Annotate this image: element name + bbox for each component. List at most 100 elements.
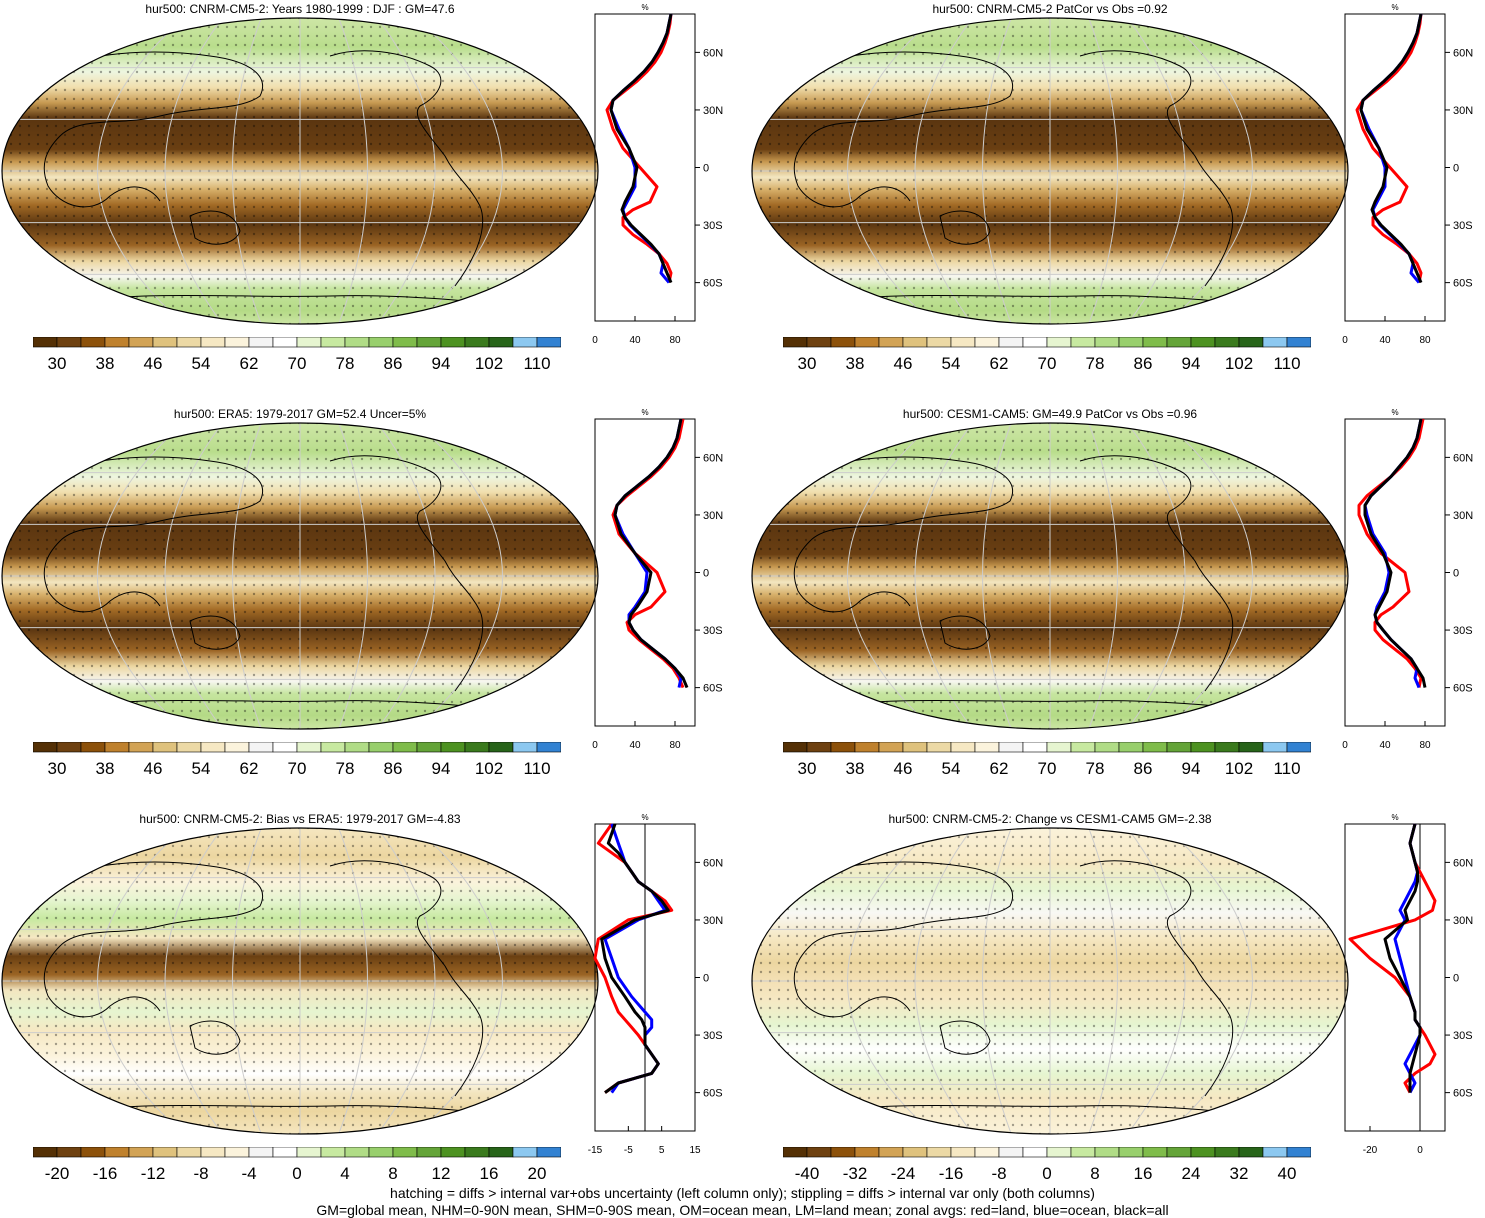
colorbar-label: 54 (942, 759, 961, 778)
panel-change: hur500: CNRM-CM5-2: Change vs CESM1-CAM5… (750, 810, 1485, 1215)
colorbar-swatch (902, 742, 928, 753)
panel-model-patcor: hur500: CNRM-CM5-2 PatCor vs Obs =0.92% 6… (750, 0, 1485, 405)
graticule-meridian (375, 423, 436, 729)
graticule-meridian (1163, 423, 1253, 729)
colorbar-swatch (926, 337, 952, 348)
zonal-xtick-label: 40 (1379, 740, 1391, 751)
colorbar-swatch (80, 337, 106, 348)
colorbar-label: 110 (1273, 354, 1300, 373)
colorbar-swatch (1094, 742, 1120, 753)
zonal-frame (594, 13, 696, 322)
colorbar-swatch (974, 337, 1000, 348)
colorbar-swatch (440, 742, 466, 753)
graticule-meridian (375, 828, 436, 1134)
zonal-ytick-label: 0 (703, 973, 709, 985)
colorbar-swatch (1262, 1147, 1288, 1158)
zonal-series-ocean (603, 823, 667, 1094)
zonal-ytick-label: 30S (703, 220, 723, 232)
colorbar-label: -24 (891, 1164, 916, 1183)
colorbar-swatch (806, 742, 832, 753)
colorbar-swatch (1118, 1147, 1144, 1158)
zonal-unit-label: % (641, 813, 648, 822)
zonal-series-all (613, 418, 689, 689)
colorbar-swatch (1286, 742, 1311, 753)
colorbar-swatch (1166, 742, 1192, 753)
coastline (939, 1020, 991, 1055)
map-field (2, 828, 598, 1134)
graticule-meridian (413, 18, 503, 324)
zonal-ytick-label: 60N (1453, 47, 1473, 59)
colorbar-swatch (440, 1147, 466, 1158)
zonal-xtick-label: 40 (629, 740, 641, 751)
zonal-ytick-label: 60N (703, 857, 723, 869)
colorbar-label: 30 (48, 759, 67, 778)
graticule-meridian (1163, 18, 1253, 324)
graticule-meridian (914, 423, 975, 729)
graticule-meridian (847, 423, 937, 729)
zonal-mean-plot: % 60N 30N 0 30S 60S 0 40 80 (1342, 3, 1473, 346)
colorbar-swatch (1046, 742, 1072, 753)
colorbar-label: 62 (240, 759, 259, 778)
colorbar-swatch (272, 1147, 298, 1158)
colorbar-swatch (1070, 337, 1096, 348)
colorbar-swatch (368, 337, 394, 348)
robinson-map (751, 422, 1349, 730)
colorbar-swatch (1070, 1147, 1096, 1158)
colorbar-swatch (1070, 742, 1096, 753)
colorbar-label: 70 (288, 759, 307, 778)
colorbar-swatch (536, 742, 561, 753)
colorbar-swatch (56, 337, 82, 348)
graticule-meridian (232, 828, 263, 1134)
zonal-xtick-label: -20 (1363, 1145, 1378, 1156)
zonal-xtick-label: 0 (1342, 740, 1348, 751)
colorbar-label: -12 (141, 1164, 166, 1183)
colorbar-label: 38 (96, 354, 115, 373)
colorbar-swatch (224, 742, 250, 753)
colorbar-swatch (950, 742, 976, 753)
graticule-meridian (982, 828, 1013, 1134)
zonal-mean-plot: % 60N 30N 0 30S 60S 0 40 80 (592, 3, 723, 346)
coastline (789, 456, 1013, 613)
panel-title: hur500: ERA5: 1979-2017 GM=52.4 Uncer=5% (173, 407, 427, 421)
colorbar-swatch (440, 337, 466, 348)
colorbar-swatch (1214, 1147, 1240, 1158)
colorbar-label: 40 (1278, 1164, 1297, 1183)
graticule-meridian (97, 828, 187, 1134)
coastline (189, 210, 241, 245)
zonal-ytick-label: 0 (1453, 568, 1459, 580)
colorbar-swatch (248, 1147, 274, 1158)
colorbar-swatch (1118, 337, 1144, 348)
zonal-series-all (600, 823, 670, 1094)
colorbar-swatch (536, 1147, 561, 1158)
colorbar-label: 62 (990, 354, 1009, 373)
coastline (189, 1020, 241, 1055)
colorbar-swatch (200, 1147, 226, 1158)
colorbar-swatch (854, 1147, 880, 1158)
colorbar-label: 54 (942, 354, 961, 373)
colorbar-label: 46 (894, 354, 913, 373)
panel-title: hur500: CNRM-CM5-2: Years 1980-1999 : DJ… (145, 2, 455, 16)
colorbar-swatch (974, 742, 1000, 753)
colorbar-swatch (368, 1147, 394, 1158)
colorbar-swatch (1094, 1147, 1120, 1158)
zonal-xtick-label: 80 (669, 740, 681, 751)
colorbar-label: 0 (292, 1164, 301, 1183)
colorbar-swatch (152, 742, 178, 753)
coastline (789, 51, 1013, 208)
graticule-meridian (375, 18, 436, 324)
colorbar-swatch (926, 742, 952, 753)
zonal-series-all (1359, 13, 1423, 284)
colorbar-label: 38 (96, 759, 115, 778)
colorbar-swatch (392, 337, 418, 348)
zonal-xtick-label: -15 (588, 1145, 603, 1156)
colorbar-swatch (512, 742, 538, 753)
colorbar-swatch (926, 1147, 952, 1158)
panel-title: hur500: CNRM-CM5-2: Change vs CESM1-CAM5… (888, 812, 1212, 826)
coastline (1079, 455, 1234, 692)
coastline (39, 51, 263, 208)
colorbar-swatch (56, 742, 82, 753)
graticule-meridian (1087, 423, 1118, 729)
graticule-meridian (337, 828, 368, 1134)
colorbar-label: 46 (144, 759, 163, 778)
zonal-unit-label: % (641, 408, 648, 417)
